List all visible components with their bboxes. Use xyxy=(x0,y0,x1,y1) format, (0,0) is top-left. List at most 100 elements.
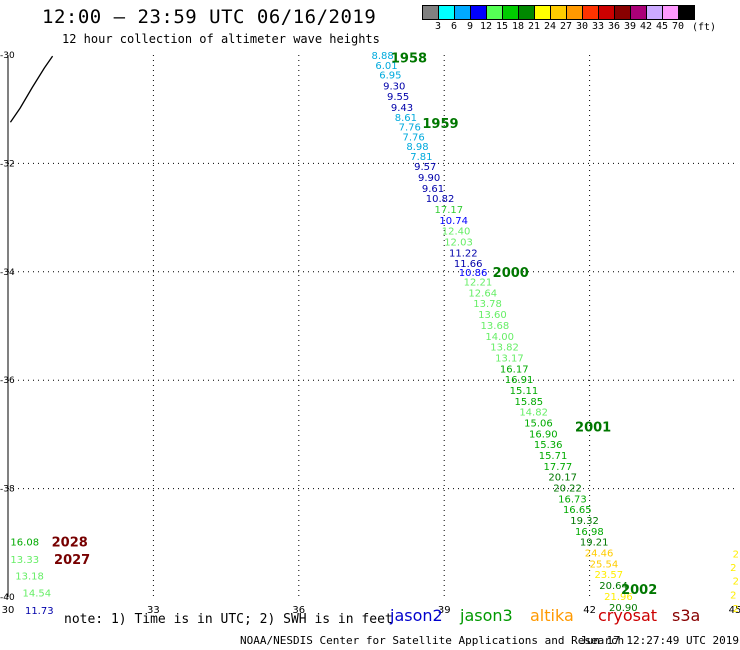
legend-label: 15 xyxy=(496,21,509,32)
wave-height-value: 16.17 xyxy=(500,364,529,375)
wave-height-value: 2 xyxy=(730,590,736,601)
wave-height-value: 20.22 xyxy=(553,484,582,495)
wave-height-value: 12.64 xyxy=(468,288,497,299)
wave-height-value: 10.74 xyxy=(439,216,468,227)
wave-height-value: 13.18 xyxy=(15,571,44,582)
wave-height-value: 2 xyxy=(730,563,736,574)
wave-height-value: 9.57 xyxy=(414,162,436,173)
x-tick-label: 39 xyxy=(438,605,451,616)
y-tick-label: -30 xyxy=(0,51,15,61)
wave-height-value: 14.54 xyxy=(23,589,52,600)
wave-height-value: 11.73 xyxy=(25,606,54,617)
wave-height-value: 7.76 xyxy=(399,123,421,134)
x-tick-label: 36 xyxy=(292,605,305,616)
wave-height-value: 6.01 xyxy=(375,61,397,72)
satellite-s3a: s3a xyxy=(672,606,701,625)
y-tick-label: -38 xyxy=(0,485,15,495)
wave-height-value: 8.98 xyxy=(406,142,428,153)
wave-height-value: 12.03 xyxy=(444,237,473,248)
coastline xyxy=(9,55,54,123)
wave-height-value: 23.57 xyxy=(594,570,623,581)
wave-height-value: 9.30 xyxy=(383,81,405,92)
wave-height-value: 11.66 xyxy=(454,259,483,270)
wave-height-value: 13.33 xyxy=(10,555,39,566)
wave-height-value: 12.21 xyxy=(464,278,493,289)
wave-height-value: 12.40 xyxy=(442,227,471,238)
y-tick-label: -40 xyxy=(0,593,15,603)
legend-label: 21 xyxy=(528,21,541,32)
track-time-label: 2028 xyxy=(52,536,88,551)
x-tick-label: 30 xyxy=(2,605,15,616)
credit-line: NOAA/NESDIS Center for Satellite Applica… xyxy=(240,634,625,647)
wave-height-value: 9.55 xyxy=(387,92,409,103)
wave-height-value: 2 xyxy=(733,550,739,561)
satellite-altika: altika xyxy=(530,606,574,625)
y-tick-label: -36 xyxy=(0,376,15,386)
wave-height-value: 15.71 xyxy=(539,451,568,462)
legend-label: 3 xyxy=(435,21,442,32)
legend-label: 27 xyxy=(560,21,573,32)
generated-timestamp: Jun 17 12:27:49 UTC 2019 xyxy=(580,634,739,647)
x-tick-label: 33 xyxy=(147,605,160,616)
wave-height-value: 9.43 xyxy=(391,103,413,114)
legend-label: 42 xyxy=(640,21,653,32)
wave-height-value: 20.17 xyxy=(548,473,577,484)
wave-height-value: 15.06 xyxy=(524,418,553,429)
wave-height-value: 20.90 xyxy=(609,603,638,614)
wave-height-value: 15.11 xyxy=(510,386,539,397)
wave-height-value: 13.17 xyxy=(495,353,524,364)
track-time-label: 1959 xyxy=(422,117,458,132)
wave-height-value: 21.96 xyxy=(604,592,633,603)
legend-label: 6 xyxy=(451,21,458,32)
wave-height-value: 15.85 xyxy=(514,397,543,408)
color-legend: 3 6 9 12 15 18 21 24 27 30 33 36 39 42 45 70 xyxy=(422,5,740,34)
legend-label: 70 xyxy=(672,21,685,32)
wave-height-value: 7.76 xyxy=(403,132,425,143)
wave-height-value: 25.54 xyxy=(590,559,619,570)
legend-label: 36 xyxy=(608,21,621,32)
wave-height-value: 14.82 xyxy=(519,408,548,419)
wave-height-value: 9.90 xyxy=(418,173,440,184)
wave-height-value: 13.82 xyxy=(490,343,519,354)
wave-height-value: 7.81 xyxy=(410,152,432,163)
wave-height-value: 19.21 xyxy=(580,538,609,549)
map-title: 12:00 – 23:59 UTC 06/16/2019 xyxy=(42,6,377,28)
wave-height-value: 9.61 xyxy=(422,184,444,195)
y-tick-label: -34 xyxy=(0,268,15,278)
legend-label: 33 xyxy=(592,21,605,32)
wave-height-value: 16.73 xyxy=(558,494,587,505)
y-tick-label: -32 xyxy=(0,159,15,169)
wave-height-value: 10.82 xyxy=(426,194,455,205)
wave-height-value: 11.22 xyxy=(449,248,478,259)
wave-height-value: 10.86 xyxy=(459,268,488,279)
map-subtitle: 12 hour collection of altimeter wave hei… xyxy=(62,32,380,46)
satellite-jason3: jason3 xyxy=(460,606,513,625)
legend-swatches xyxy=(422,5,740,20)
wave-height-value: 16.90 xyxy=(529,429,558,440)
wave-height-value: 13.78 xyxy=(473,299,502,310)
wave-height-value: 19.32 xyxy=(570,516,599,527)
wave-height-value: 14.00 xyxy=(485,332,514,343)
footer-note: note: 1) Time is in UTC; 2) SWH is in fe… xyxy=(64,612,393,627)
legend-labels: 3 6 9 12 15 18 21 24 27 30 33 36 39 42 45 70 xyxy=(422,20,740,34)
legend-label: 24 xyxy=(544,21,557,32)
legend-label: 12 xyxy=(480,21,493,32)
legend-label: 39 xyxy=(624,21,637,32)
wave-height-value: 16.98 xyxy=(575,527,604,538)
wave-height-value: 13.60 xyxy=(478,310,507,321)
track-time-label: 2000 xyxy=(493,266,529,281)
wave-height-value: 24.46 xyxy=(585,549,614,560)
legend-label: 45 xyxy=(656,21,669,32)
track-time-label: 1958 xyxy=(391,52,427,67)
wave-height-value: 20.64 xyxy=(599,581,628,592)
legend-label: 18 xyxy=(512,21,525,32)
wave-height-value: 2 xyxy=(733,577,739,588)
wave-height-value: 8.88 xyxy=(372,51,394,62)
satellite-cryosat: cryosat xyxy=(598,606,658,625)
wave-height-value: 2 xyxy=(733,604,739,615)
legend-label: 9 xyxy=(467,21,474,32)
wave-height-value: 8.61 xyxy=(395,113,417,124)
legend-label: 30 xyxy=(576,21,589,32)
satellite-jason2: jason2 xyxy=(390,606,443,625)
